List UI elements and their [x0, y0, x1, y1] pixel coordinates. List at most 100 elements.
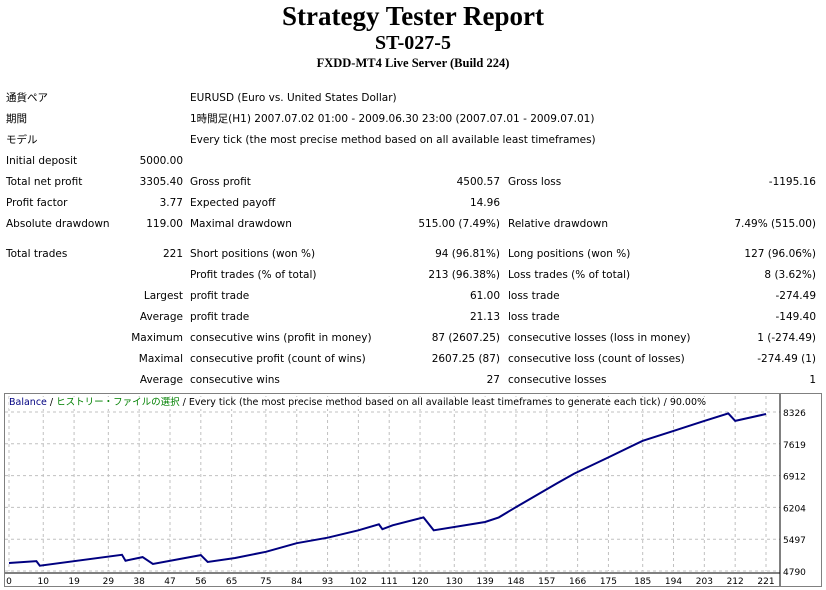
trades-row-v1: Average	[139, 311, 183, 323]
trades-row-v1: 221	[162, 248, 183, 260]
x-tick-label: 185	[634, 577, 651, 586]
info-row: 期間 1時間足(H1) 2007.07.02 01:00 - 2009.06.30…	[0, 111, 826, 127]
info-row: モデル Every tick (the most precise method b…	[0, 132, 826, 148]
trades-row-v2: 213 (96.38%)	[428, 269, 500, 281]
trades-row-l2: consecutive wins	[190, 374, 280, 386]
x-tick-label: 75	[260, 577, 271, 586]
x-tick-label: 157	[538, 577, 555, 586]
trades-row: Average profit trade 21.13 loss trade -149.4…	[0, 309, 826, 325]
stats-row: Initial deposit 5000.00	[0, 153, 826, 169]
stats-row-v1: 119.00	[146, 218, 183, 230]
expert-name: ST-027-5	[375, 32, 451, 54]
trades-row-v1: Maximal	[138, 353, 183, 365]
trades-row: Maximum consecutive wins (profit in money…	[0, 330, 826, 346]
x-tick-label: 84	[291, 577, 303, 586]
stats-row: Profit factor 3.77 Expected payoff 14.96	[0, 195, 826, 211]
balance-chart: 0 10 19 29 38 47 56 65 75 84 93 102 111 120 130 139 148 1…	[4, 393, 822, 587]
stats-row-v1: 3305.40	[139, 176, 183, 188]
trades-row-v2: 2607.25 (87)	[431, 353, 500, 365]
x-tick-label: 203	[696, 577, 713, 586]
x-tick-label: 65	[226, 577, 237, 586]
legend-source: ヒストリー・ファイルの選択	[56, 397, 180, 408]
balance-line	[8, 412, 767, 567]
stats-row-l1: Absolute drawdown	[6, 218, 110, 230]
legend-sep: /	[179, 397, 189, 408]
trades-row-l2: Profit trades (% of total)	[190, 269, 317, 281]
trades-row-v2: 21.13	[469, 311, 500, 323]
x-tick-label: 93	[322, 577, 333, 586]
legend-sep: /	[46, 397, 57, 408]
trades-row-v3: 127 (96.06%)	[744, 248, 816, 260]
stats-row-v3: 7.49% (515.00)	[734, 218, 816, 230]
server-name: FXDD-MT4 Live Server (Build 224)	[316, 56, 510, 70]
info-row-l2: 1時間足(H1) 2007.07.02 01:00 - 2009.06.30 2…	[190, 113, 595, 125]
trades-row-v3: 1	[809, 374, 816, 386]
y-tick-label: 8326	[783, 409, 806, 419]
stats-row-v2: 515.00 (7.49%)	[418, 218, 500, 230]
trades-row-v2: 87 (2607.25)	[431, 332, 500, 344]
y-tick-label: 5497	[783, 536, 806, 546]
stats-row-v2: 4500.57	[456, 176, 500, 188]
trades-row-v1: Maximum	[131, 332, 183, 344]
trades-row-v2: 27	[486, 374, 500, 386]
legend-sep: /	[660, 397, 670, 408]
x-tick-label: 194	[665, 577, 682, 586]
info-row-l1: モデル	[6, 134, 38, 146]
y-tick-label: 4790	[783, 568, 806, 578]
trades-row-l3: consecutive losses	[508, 374, 607, 386]
x-tick-label: 120	[411, 577, 428, 586]
trades-row-l2: profit trade	[190, 290, 250, 302]
trades-row: Average consecutive wins 27 consecutive los…	[0, 372, 826, 388]
stats-row-v3: -1195.16	[768, 176, 816, 188]
y-tick-label: 6204	[783, 504, 806, 514]
stats-row: Absolute drawdown 119.00 Maximal drawdown 5…	[0, 216, 826, 232]
stats-row-l1: Initial deposit	[6, 155, 78, 167]
trades-row: Profit trades (% of total) 213 (96.38%) Lo…	[0, 267, 826, 283]
info-row-l1: 期間	[6, 113, 27, 125]
trades-row-l2: consecutive wins (profit in money)	[190, 332, 372, 344]
x-tick-label: 166	[569, 577, 586, 586]
legend-quality: 90.00%	[669, 397, 707, 408]
info-row-l2: EURUSD (Euro vs. United States Dollar)	[190, 92, 397, 104]
x-tick-label: 38	[133, 577, 145, 586]
x-tick-label: 212	[727, 577, 744, 586]
info-row-l2: Every tick (the most precise method base…	[190, 134, 596, 146]
x-tick-label: 139	[477, 577, 494, 586]
trades-row-v1: Average	[139, 374, 183, 386]
x-tick-label: 111	[381, 577, 398, 586]
trades-row-v2: 94 (96.81%)	[435, 248, 500, 260]
legend-model: Every tick (the most precise method base…	[188, 397, 661, 408]
trades-row-l3: consecutive losses (loss in money)	[508, 332, 691, 344]
stats-row-l3: Relative drawdown	[508, 218, 609, 230]
x-tick-label: 221	[757, 577, 774, 586]
trades-row-l3: Long positions (won %)	[508, 248, 631, 260]
x-tick-label: 175	[600, 577, 617, 586]
info-row: 通貨ペア EURUSD (Euro vs. United States Dolla…	[0, 90, 826, 106]
y-tick-label: 6912	[783, 473, 806, 483]
stats-row: Total net profit 3305.40 Gross profit 4500.…	[0, 174, 826, 190]
stats-row-l1: Profit factor	[6, 197, 68, 209]
chart-legend: Balance / ヒストリー・ファイルの選択 / Every tick (th…	[9, 397, 707, 409]
report-title: Strategy Tester Report	[282, 1, 544, 31]
info-row-l1: 通貨ペア	[6, 92, 48, 104]
trades-row-l3: loss trade	[508, 311, 560, 323]
trades-row-v3: 1 (-274.49)	[757, 332, 816, 344]
trades-row-l2: profit trade	[190, 311, 250, 323]
stats-row-v1: 5000.00	[139, 155, 183, 167]
stats-row-l2: Maximal drawdown	[190, 218, 292, 230]
stats-row-v2: 14.96	[469, 197, 500, 209]
trades-row-v3: 8 (3.62%)	[764, 269, 816, 281]
x-tick-label: 10	[38, 577, 50, 586]
trades-row: Maximal consecutive profit (count of wins…	[0, 351, 826, 367]
chart-svg: 0 10 19 29 38 47 56 65 75 84 93 102 111 120 130 139 148 1…	[5, 394, 806, 587]
y-tick-label: 7619	[783, 441, 806, 451]
stats-row-l1: Total net profit	[6, 176, 83, 188]
x-tick-label: 102	[350, 577, 367, 586]
trades-row-l2: consecutive profit (count of wins)	[190, 353, 366, 365]
trades-row-l2: Short positions (won %)	[190, 248, 316, 260]
trades-row-v2: 61.00	[469, 290, 500, 302]
trades-row: Total trades 221 Short positions (won %) 94…	[0, 246, 826, 262]
x-tick-label: 148	[507, 577, 524, 586]
trades-row-v3: -149.40	[775, 311, 816, 323]
x-tick-label: 29	[103, 577, 115, 586]
